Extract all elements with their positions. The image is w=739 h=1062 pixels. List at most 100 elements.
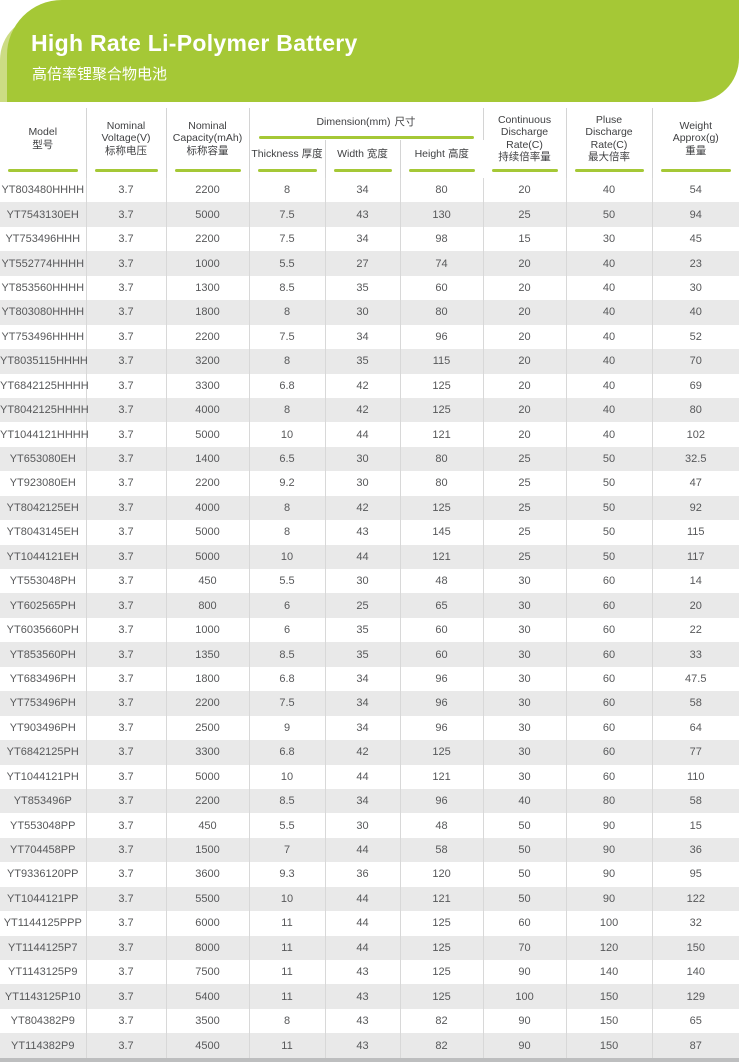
cell-continuous-discharge: 90: [483, 1008, 567, 1034]
cell-width: 43: [325, 984, 401, 1009]
cell-capacity: 1400: [166, 446, 250, 472]
cell-weight: 117: [686, 550, 705, 563]
cell-capacity: 5400: [166, 984, 250, 1009]
header-width: Width 宽度: [325, 140, 401, 178]
cell-width: 30: [325, 569, 401, 594]
cell-voltage: 3.7: [86, 349, 167, 374]
cell-width: 34: [325, 324, 401, 350]
cell-voltage: 3.7: [86, 715, 167, 741]
cell-capacity: 4500: [166, 1033, 250, 1058]
cell-thickness: 11: [249, 935, 326, 960]
cell-pluse-discharge: 80: [566, 788, 653, 814]
cell-voltage: 3.7: [86, 886, 167, 912]
cell-model: YT1143125P9: [0, 960, 87, 985]
cell-thickness: 11: [249, 911, 326, 936]
header-pluse-discharge: Pluse Discharge Rate(C) 最大倍率: [566, 108, 653, 178]
cell-capacity: 1800: [166, 666, 250, 692]
cell-pluse-discharge: 90: [566, 813, 653, 838]
cell-capacity: 1000: [166, 617, 250, 643]
cell-thickness: 10: [249, 886, 326, 912]
cell-thickness: 6.8: [249, 740, 326, 765]
cell-model: YT683496PH: [0, 666, 87, 692]
table-row: YT9336120PP 3.7 3600 9.3 36 120 50 90 95: [0, 862, 739, 887]
cell-thickness: 5.5: [249, 251, 326, 276]
cell-pluse-discharge: 50: [566, 446, 653, 472]
cell-model: YT602565PH: [0, 593, 87, 618]
table-row: YT803080HHHH 3.7 1800 8 30 80 20 40 40: [0, 300, 739, 325]
cell-voltage: 3.7: [86, 1008, 167, 1034]
cell-width: 43: [325, 960, 401, 985]
cell-height: 82: [400, 1008, 484, 1034]
cell-thickness: 9: [249, 715, 326, 741]
cell-thickness: 7: [249, 837, 326, 863]
table-body: YT803480HHHH 3.7 2200 8 34 80 20 40 54 YT7543130E…: [0, 178, 739, 1058]
cell-voltage: 3.7: [86, 813, 167, 838]
green-underline: [8, 169, 78, 172]
cell-height: 80: [400, 178, 484, 203]
cell-voltage: 3.7: [86, 935, 167, 960]
cell-thickness: 7.5: [249, 691, 326, 716]
table-row: YT1044121EH 3.7 5000 10 44 121 25 50 117: [0, 544, 739, 569]
cell-voltage: 3.7: [86, 764, 167, 789]
cell-pluse-discharge: 60: [566, 764, 653, 789]
cell-height: 96: [400, 324, 484, 350]
cell-weight: 52: [689, 330, 702, 343]
cell-weight: 80: [689, 404, 702, 417]
table-row: YT552774HHHH 3.7 1000 5.5 27 74 20 40 23: [0, 251, 739, 276]
cell-continuous-discharge: 20: [483, 324, 567, 350]
cell-weight: 87: [689, 1039, 702, 1052]
green-underline: [257, 169, 317, 172]
cell-pluse-discharge: 100: [566, 911, 653, 936]
cell-voltage: 3.7: [86, 740, 167, 765]
table-row: YT8035115HHHH 3.7 3200 8 35 115 20 40 70: [0, 349, 739, 374]
cell-capacity: 2200: [166, 788, 250, 814]
cell-weight: 140: [686, 966, 705, 979]
cell-height: 48: [400, 569, 484, 594]
cell-model: YT903496PH: [0, 715, 87, 741]
cell-thickness: 5.5: [249, 813, 326, 838]
table-row: YT1044121PH 3.7 5000 10 44 121 30 60 110: [0, 764, 739, 789]
cell-capacity: 450: [166, 569, 250, 594]
cell-continuous-discharge: 50: [483, 862, 567, 887]
cell-capacity: 4000: [166, 495, 250, 521]
cell-thickness: 6: [249, 617, 326, 643]
cell-weight: 33: [689, 648, 702, 661]
cell-capacity: 5000: [166, 544, 250, 569]
cell-weight: 65: [689, 1015, 702, 1028]
table-row: YT804382P9 3.7 3500 8 43 82 90 150 65: [0, 1008, 739, 1034]
cell-thickness: 6.8: [249, 666, 326, 692]
cell-continuous-discharge: 70: [483, 935, 567, 960]
cell-thickness: 6.5: [249, 446, 326, 472]
cell-height: 60: [400, 642, 484, 667]
table-row: YT753496PH 3.7 2200 7.5 34 96 30 60 58: [0, 691, 739, 716]
cell-pluse-discharge: 60: [566, 666, 653, 692]
cell-thickness: 10: [249, 422, 326, 447]
cell-voltage: 3.7: [86, 788, 167, 814]
table-row: YT1144125P7 3.7 8000 11 44 125 70 120 150: [0, 935, 739, 960]
cell-height: 125: [400, 397, 484, 423]
cell-weight: 47: [689, 477, 702, 490]
cell-width: 44: [325, 837, 401, 863]
cell-voltage: 3.7: [86, 202, 167, 227]
cell-continuous-discharge: 30: [483, 666, 567, 692]
page-bottom-bar: [0, 1058, 739, 1062]
cell-voltage: 3.7: [86, 226, 167, 252]
cell-thickness: 8: [249, 397, 326, 423]
table-row: YT6842125HHHH 3.7 3300 6.8 42 125 20 40 69: [0, 373, 739, 398]
cell-pluse-discharge: 50: [566, 495, 653, 521]
cell-voltage: 3.7: [86, 397, 167, 423]
cell-weight: 69: [689, 379, 702, 392]
cell-continuous-discharge: 20: [483, 300, 567, 325]
cell-pluse-discharge: 40: [566, 251, 653, 276]
cell-height: 80: [400, 300, 484, 325]
cell-capacity: 4000: [166, 397, 250, 423]
cell-model: YT8042125EH: [0, 495, 87, 521]
cell-continuous-discharge: 15: [483, 226, 567, 252]
cell-continuous-discharge: 25: [483, 520, 567, 545]
table-row: YT114382P9 3.7 4500 11 43 82 90 150 87: [0, 1033, 739, 1058]
cell-height: 80: [400, 446, 484, 472]
cell-pluse-discharge: 60: [566, 593, 653, 618]
cell-height: 65: [400, 593, 484, 618]
table-row: YT853560HHHH 3.7 1300 8.5 35 60 20 40 30: [0, 275, 739, 301]
